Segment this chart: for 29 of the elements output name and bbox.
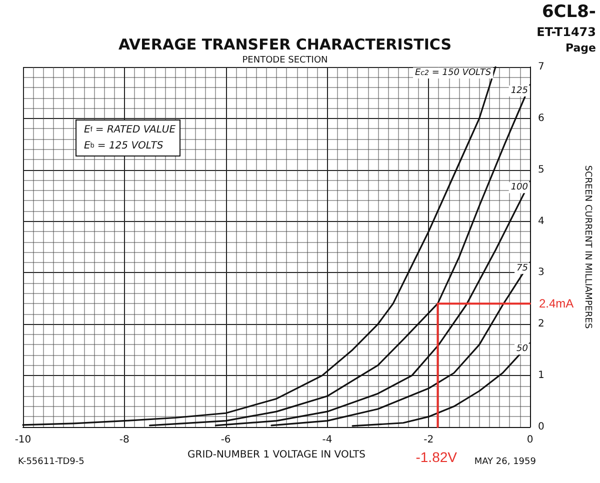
x-tick-label: -4 (322, 434, 332, 446)
text: ET-T1473 (536, 25, 596, 39)
y-tick-label: 0 (538, 422, 544, 432)
text: K-55611-TD9-5 (18, 457, 84, 467)
y-tick-label: 6 (538, 112, 544, 124)
annotation: -1.82V (416, 449, 458, 465)
x-tick-label: -8 (119, 434, 130, 446)
text: MAY 26, 1959 (474, 457, 536, 467)
x-tick-label: -10 (14, 434, 32, 446)
x-tick-label: -2 (424, 434, 434, 446)
x-tick-label: 0 (526, 434, 534, 446)
y-tick-label: 1 (538, 370, 544, 382)
series-label: 100 (510, 182, 528, 193)
y-tick-label: 7 (538, 62, 544, 72)
y-tick-label: 4 (538, 216, 544, 227)
annotation: 2.4mA (539, 296, 574, 311)
chart-subtitle: PENTODE SECTION (242, 56, 328, 66)
x-tick-label: -6 (220, 434, 231, 446)
series-label: 75 (516, 263, 528, 274)
series-label: 50 (516, 344, 528, 354)
chart-title: AVERAGE TRANSFER CHARACTERISTICS (118, 36, 452, 54)
text: 6CL8- (542, 2, 596, 22)
series-label: 125 (510, 86, 528, 96)
y-tick-label: 2 (538, 318, 544, 330)
y-tick-label: 3 (538, 267, 544, 278)
y-tick-label: 5 (538, 164, 544, 176)
y-axis-title: SCREEN CURRENT IN MILLIAMPERES (582, 165, 592, 329)
x-axis-title: GRID-NUMBER 1 VOLTAGE IN VOLTS (188, 449, 366, 460)
text: Page (565, 42, 596, 54)
